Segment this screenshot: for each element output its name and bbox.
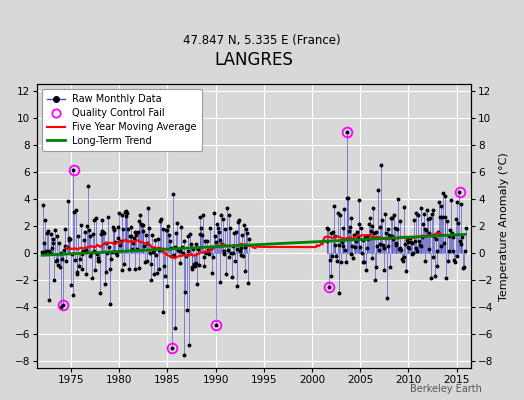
Y-axis label: Temperature Anomaly (°C): Temperature Anomaly (°C) bbox=[499, 152, 509, 301]
Text: 47.847 N, 5.335 E (France): 47.847 N, 5.335 E (France) bbox=[183, 34, 341, 47]
Title: LANGRES: LANGRES bbox=[215, 51, 293, 69]
Text: Berkeley Earth: Berkeley Earth bbox=[410, 384, 482, 394]
Legend: Raw Monthly Data, Quality Control Fail, Five Year Moving Average, Long-Term Tren: Raw Monthly Data, Quality Control Fail, … bbox=[42, 89, 202, 151]
